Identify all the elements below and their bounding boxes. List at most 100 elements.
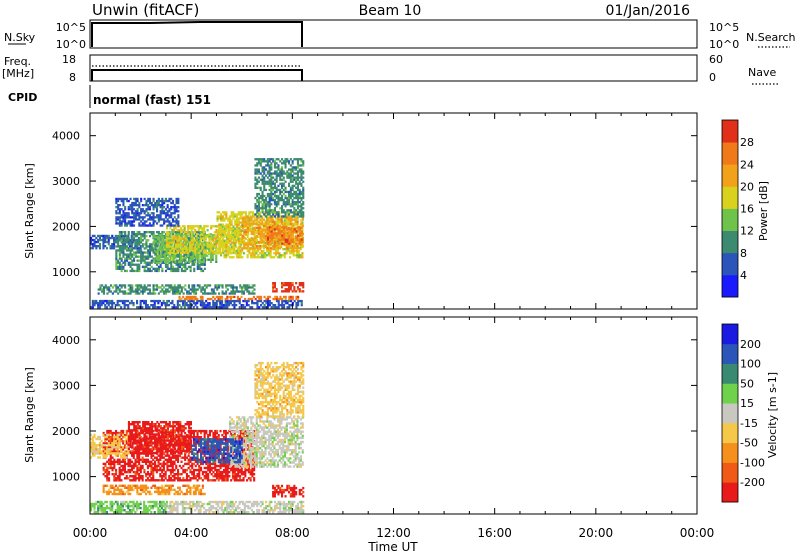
- power-cell: [120, 290, 123, 293]
- power-cell: [118, 216, 121, 219]
- power-cell: [165, 258, 168, 261]
- power-cell: [133, 214, 136, 217]
- power-cell: [190, 252, 193, 255]
- power-cell: [266, 240, 269, 244]
- power-cell: [215, 260, 218, 263]
- power-cell: [190, 245, 193, 248]
- power-cell: [266, 222, 269, 225]
- power-cell: [297, 250, 300, 253]
- power-cell: [232, 243, 235, 247]
- velocity-cell: [106, 473, 109, 476]
- velocity-cell: [188, 500, 191, 504]
- nsky-tick-bottom: 10^0: [56, 38, 86, 51]
- power-cell: [236, 295, 239, 299]
- power-cell: [221, 248, 224, 251]
- power-cell: [257, 180, 260, 183]
- power-cell: [203, 267, 206, 270]
- power-cell: [211, 258, 214, 261]
- power-cell: [129, 208, 132, 211]
- power-cell: [175, 222, 178, 225]
- power-cell: [251, 290, 254, 293]
- power-cell: [227, 229, 230, 232]
- velocity-cell: [115, 484, 118, 487]
- power-cell: [187, 229, 190, 232]
- power-cell: [268, 299, 271, 303]
- power-cell: [159, 199, 162, 203]
- velocity-cell: [174, 509, 177, 512]
- power-cell: [275, 186, 278, 189]
- power-cell: [253, 215, 256, 218]
- power-cell: [257, 220, 260, 223]
- power-cell: [171, 245, 174, 248]
- power-cell: [101, 284, 104, 287]
- power-cell: [300, 164, 303, 167]
- power-cell: [233, 290, 236, 293]
- power-cell: [178, 237, 181, 240]
- velocity-cell: [201, 504, 204, 508]
- power-cell: [278, 247, 281, 250]
- power-cell: [275, 290, 278, 293]
- power-cell: [229, 299, 232, 303]
- power-cell: [234, 231, 237, 234]
- power-cell: [221, 241, 224, 245]
- power-cell: [120, 249, 123, 252]
- power-cell: [296, 203, 299, 206]
- power-cell: [250, 243, 253, 246]
- velocity-cell: [105, 504, 108, 508]
- velocity-cell: [302, 500, 305, 504]
- power-cell: [173, 235, 176, 238]
- power-cell: [274, 232, 277, 235]
- power-cell: [136, 214, 139, 217]
- power-cell: [227, 248, 230, 251]
- power-cell: [145, 224, 148, 227]
- power-cell: [234, 213, 237, 216]
- power-cell: [241, 290, 244, 293]
- power-cell: [301, 235, 304, 238]
- nave-label: Nave: [748, 66, 776, 79]
- power-cell: [250, 230, 253, 233]
- power-cell: [201, 227, 204, 230]
- velocity-cell: [181, 509, 184, 512]
- velocity-cell: [176, 511, 179, 514]
- power-cell: [256, 207, 259, 210]
- power-cell: [281, 186, 284, 189]
- power-cell: [104, 234, 107, 238]
- power-cell: [145, 204, 148, 207]
- power-cell: [254, 297, 257, 301]
- power-cell: [125, 259, 128, 262]
- velocity-cell: [157, 509, 160, 512]
- power-cell: [171, 306, 174, 309]
- power-cell: [218, 229, 221, 232]
- power-cell: [293, 184, 296, 187]
- power-cell: [266, 192, 269, 196]
- power-cell: [245, 243, 248, 246]
- power-cell: [140, 199, 143, 203]
- power-cell: [283, 230, 286, 233]
- power-cell: [281, 190, 284, 194]
- power-cell: [239, 237, 242, 241]
- power-cell: [148, 245, 151, 248]
- power-cell: [196, 233, 199, 236]
- velocity-cell: [203, 502, 206, 506]
- velocity-cell: [222, 509, 225, 512]
- power-cell: [178, 234, 181, 237]
- power-cell: [241, 292, 244, 295]
- power-cell: [136, 247, 139, 250]
- power-cell: [176, 237, 179, 240]
- power-cell: [187, 286, 190, 289]
- power-cell: [100, 238, 103, 242]
- velocity-cell: [227, 502, 230, 506]
- power-cell: [302, 203, 305, 206]
- velocity-cell: [111, 484, 114, 487]
- velocity-cell: [171, 500, 174, 504]
- power-cell: [171, 235, 174, 238]
- power-cell: [161, 290, 164, 293]
- power-cell: [132, 240, 135, 244]
- power-cell: [124, 218, 127, 221]
- power-cell: [292, 225, 295, 228]
- power-cell: [131, 253, 134, 256]
- power-cell: [180, 267, 183, 270]
- power-cell: [248, 247, 251, 250]
- power-cell: [284, 205, 287, 208]
- power-cell: [167, 237, 170, 240]
